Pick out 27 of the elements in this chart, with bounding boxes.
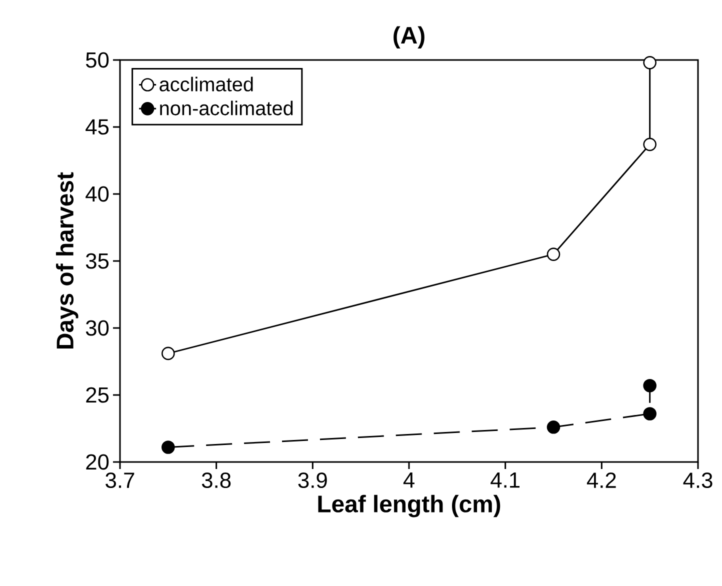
point [546,248,560,261]
x-tick-label: 3.7 [106,472,134,488]
y-tick-label: 25 [86,387,109,403]
point [546,420,560,434]
y-tick-label: 20 [86,454,109,470]
y-axis-title: Days of harvest [56,172,78,348]
y-tick-label: 45 [86,119,109,135]
point [162,346,175,360]
legend-label: acclimated [160,76,253,92]
x-tick-label: 4.3 [683,472,712,488]
point [643,378,656,392]
y-tick-label: 35 [86,253,109,269]
x-tick-label: 4 [403,472,414,488]
legend-label: non-acclimated [160,100,293,116]
x-tick-label: 4.2 [586,472,616,488]
x-axis-title: Leaf length (cm) [318,494,500,518]
point [643,407,656,420]
x-tick-label: 3.9 [298,472,327,488]
x-tick-label: 3.8 [202,472,231,488]
y-tick-label: 40 [86,186,109,202]
y-tick-label: 30 [86,320,109,336]
x-tick-label: 4.1 [490,472,520,488]
point [643,56,656,70]
point [643,138,656,152]
point [162,440,175,454]
chart-title: (A) [394,26,424,49]
y-tick-label: 50 [86,52,109,68]
